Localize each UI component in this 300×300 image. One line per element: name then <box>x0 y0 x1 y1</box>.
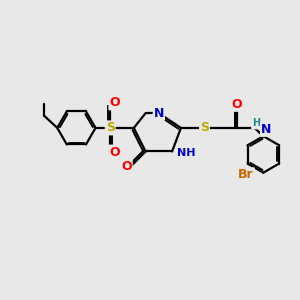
Text: O: O <box>110 146 120 159</box>
Text: O: O <box>110 96 120 110</box>
Text: NH: NH <box>176 148 195 158</box>
Text: S: S <box>106 122 115 134</box>
Text: Br: Br <box>238 168 254 181</box>
Text: O: O <box>232 98 242 111</box>
Text: O: O <box>121 160 132 173</box>
Text: H: H <box>252 118 260 128</box>
Text: N: N <box>154 107 164 120</box>
Text: S: S <box>200 122 209 134</box>
Text: N: N <box>261 123 272 136</box>
